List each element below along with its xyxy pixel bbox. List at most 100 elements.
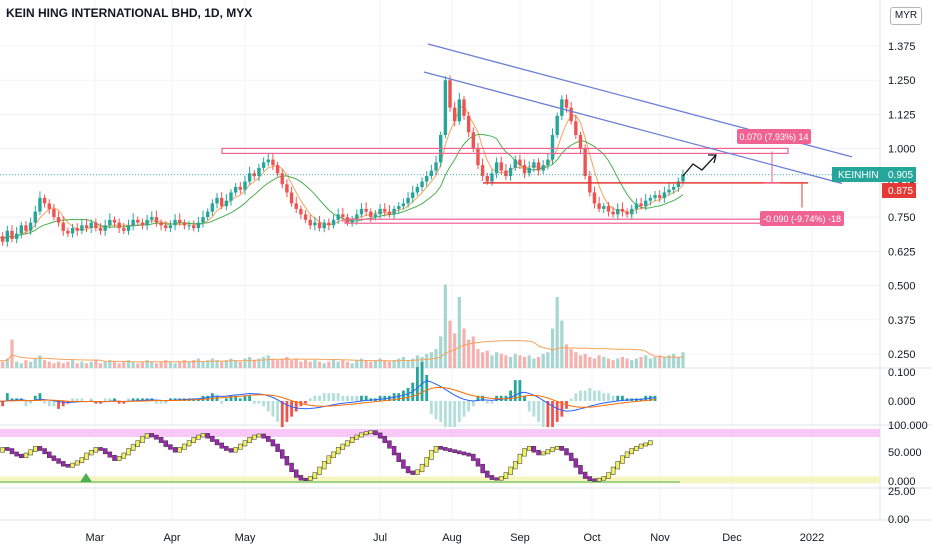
candle bbox=[611, 211, 615, 215]
stoch-bar bbox=[615, 461, 621, 470]
stoch-bar bbox=[135, 440, 141, 447]
volume-bar bbox=[178, 361, 182, 368]
macd-histogram-bar bbox=[285, 401, 289, 422]
candle bbox=[24, 225, 28, 231]
volume-bar bbox=[262, 356, 266, 368]
candle bbox=[5, 230, 10, 242]
stoch-bar bbox=[140, 435, 145, 443]
volume-bar bbox=[29, 361, 33, 368]
volume-bar bbox=[672, 353, 676, 368]
volume-bar bbox=[387, 361, 392, 368]
volume-bar bbox=[443, 284, 447, 368]
stoch-bar bbox=[242, 440, 248, 447]
macd-histogram-bar bbox=[471, 401, 475, 407]
candles bbox=[0, 75, 685, 247]
volume-bar bbox=[625, 358, 629, 368]
candle bbox=[201, 217, 205, 223]
stoch-bar bbox=[466, 452, 471, 457]
volume-bar bbox=[471, 336, 475, 368]
stoch-bar bbox=[447, 448, 453, 452]
macd-histogram-bar bbox=[485, 401, 489, 404]
macd-histogram-bar bbox=[607, 393, 610, 401]
volume-bar bbox=[555, 297, 559, 368]
volume-bar bbox=[117, 363, 121, 368]
candle bbox=[541, 165, 545, 171]
candle bbox=[602, 206, 606, 209]
stoch-bar bbox=[419, 463, 425, 473]
macd-histogram-bar bbox=[453, 401, 457, 428]
volume-bar bbox=[341, 360, 345, 368]
macd-tick-label: 0.100 bbox=[888, 367, 916, 379]
macd-histogram-bar bbox=[402, 390, 405, 401]
volume-bar bbox=[252, 360, 256, 368]
candle bbox=[411, 192, 415, 198]
currency-badge[interactable]: MYR bbox=[890, 7, 922, 25]
candle bbox=[620, 208, 625, 212]
macd-histogram-bar bbox=[33, 395, 37, 401]
time-tick-label: Nov bbox=[650, 532, 670, 544]
volume-bar bbox=[271, 358, 275, 368]
candle bbox=[494, 162, 499, 174]
candle bbox=[527, 167, 531, 174]
stoch-bar bbox=[23, 452, 29, 459]
volume-bar bbox=[425, 353, 429, 368]
stoch-bar bbox=[554, 446, 560, 450]
volume-bar bbox=[499, 353, 503, 368]
macd-histogram-bar bbox=[546, 401, 550, 428]
macd-histogram-bar bbox=[108, 398, 112, 401]
stoch-bar bbox=[638, 443, 644, 449]
candle bbox=[583, 148, 587, 177]
volume-bar bbox=[658, 355, 662, 368]
candle bbox=[42, 197, 47, 204]
macd-signal-line bbox=[0, 386, 656, 408]
macd-histogram-bar bbox=[61, 401, 65, 407]
macd-histogram-bar bbox=[75, 398, 79, 401]
macd-histogram-bar bbox=[523, 395, 526, 401]
annotation-lower: -0.090 (-9.74%) -18 bbox=[760, 211, 844, 226]
candle bbox=[215, 197, 219, 204]
volume-bar bbox=[522, 356, 527, 368]
macd-histogram-bar bbox=[290, 401, 293, 417]
stoch-bar bbox=[307, 476, 313, 482]
stoch-bar bbox=[391, 446, 397, 456]
volume-bar bbox=[210, 358, 214, 368]
volume-bar bbox=[308, 361, 312, 368]
macd-histogram-bar bbox=[43, 401, 46, 404]
volume-bar bbox=[38, 355, 42, 368]
volume-bar bbox=[317, 361, 322, 368]
macd-histogram-bar bbox=[113, 398, 116, 401]
price-label-text: 0.905 bbox=[888, 170, 913, 181]
volume-bar bbox=[588, 356, 592, 368]
candle bbox=[56, 217, 61, 223]
macd-histogram-bar bbox=[527, 401, 531, 412]
macd-histogram-bar bbox=[266, 401, 270, 412]
volume-bar bbox=[24, 360, 28, 368]
volume-bar bbox=[238, 361, 242, 368]
candle bbox=[504, 170, 508, 177]
candle bbox=[80, 225, 84, 231]
macd-histogram-bar bbox=[71, 398, 74, 401]
candle bbox=[159, 222, 163, 226]
volume-bar bbox=[476, 349, 480, 368]
volume-bar bbox=[275, 360, 280, 368]
macd-histogram-bar bbox=[234, 395, 238, 401]
stoch-bar bbox=[457, 450, 462, 455]
candle bbox=[145, 219, 149, 226]
stoch-bar bbox=[224, 446, 229, 451]
volume-bar bbox=[611, 360, 615, 368]
volume-bar bbox=[98, 363, 103, 368]
candle bbox=[299, 208, 303, 215]
stoch-bar bbox=[214, 439, 220, 446]
candle bbox=[387, 211, 392, 215]
stoch-bar bbox=[396, 452, 401, 462]
stoch-bar bbox=[0, 447, 5, 453]
stoch-bar bbox=[93, 447, 99, 453]
volume-bar bbox=[560, 320, 564, 368]
stoch-bar bbox=[503, 472, 509, 479]
candle bbox=[630, 208, 634, 215]
time-tick-label: Mar bbox=[86, 532, 105, 544]
stoch-bar bbox=[84, 452, 89, 460]
stoch-bar bbox=[331, 451, 336, 459]
volume-bar bbox=[145, 360, 149, 368]
